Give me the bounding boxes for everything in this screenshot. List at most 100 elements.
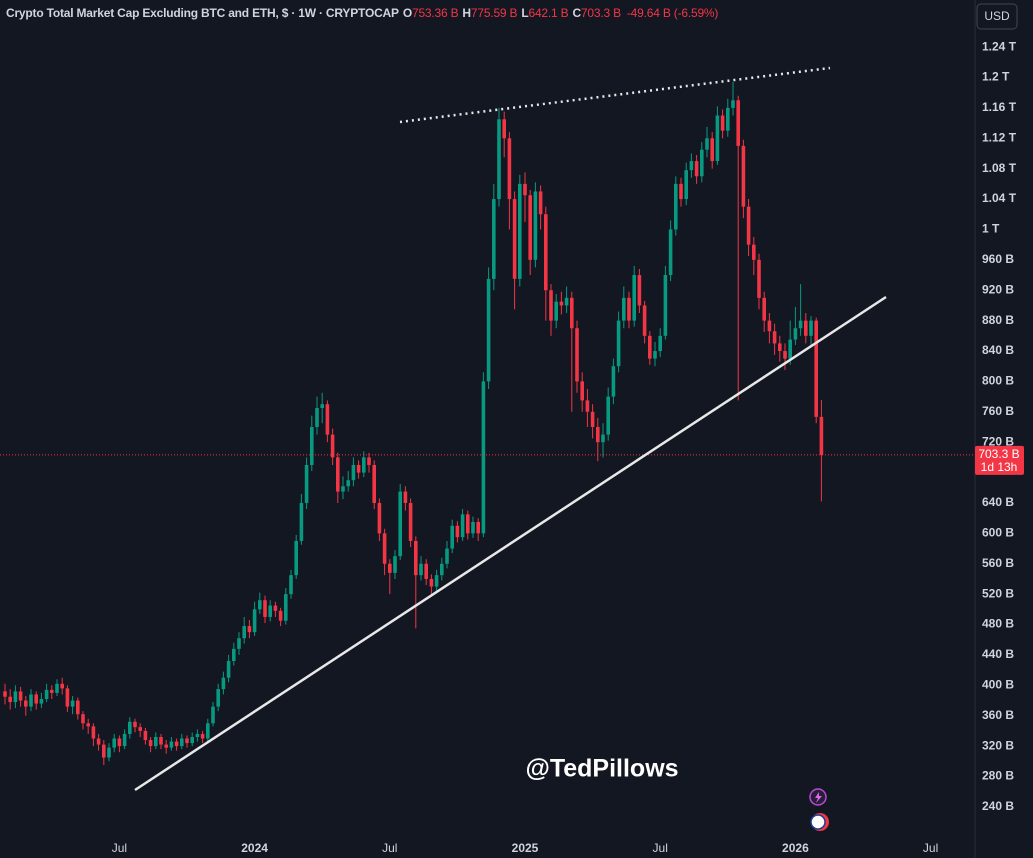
candle-body (174, 741, 179, 747)
candle-body (138, 727, 142, 731)
candle-body (65, 688, 70, 707)
price-tag-label: 703.3 B (978, 447, 1019, 461)
y-tick-label: 1.04 T (982, 191, 1017, 205)
candle-body (746, 206, 751, 245)
candle-body (393, 556, 397, 573)
candle-body (752, 244, 756, 260)
candle-body (476, 521, 480, 534)
candle-body (637, 275, 642, 306)
candle-body (237, 638, 241, 649)
candle-body (611, 366, 616, 397)
candle-body (29, 694, 33, 707)
candle-body (122, 733, 127, 747)
ohlc-key: C (572, 6, 581, 20)
candle-body (460, 514, 465, 538)
y-tick-label: 440 B (982, 647, 1014, 661)
y-tick-label: 1.24 T (982, 39, 1017, 53)
candle-body (3, 691, 7, 697)
candle-body (190, 736, 194, 744)
candle-body (278, 610, 283, 621)
candle-body (44, 689, 49, 699)
currency-label: USD (984, 9, 1010, 23)
candle-body (455, 525, 460, 538)
candle-body (96, 738, 101, 745)
y-tick-label: 760 B (982, 404, 1014, 418)
candle-body (585, 400, 590, 412)
candle-body (679, 183, 683, 200)
candle-body (50, 689, 54, 693)
candle-body (117, 738, 122, 747)
change: -49.64 B (-6.59%) (626, 6, 719, 20)
candle-body (76, 700, 80, 715)
candle-body (320, 404, 324, 409)
candle-body (705, 138, 709, 150)
candle-body (341, 486, 345, 492)
candle-body (185, 738, 189, 744)
ohlc-value: 703.3 B (580, 6, 621, 20)
candle-body (518, 183, 522, 279)
candle-body (356, 464, 361, 473)
candle-body (694, 161, 699, 177)
y-tick-label: 960 B (982, 252, 1014, 266)
candle-body (767, 320, 772, 332)
y-tick-label: 640 B (982, 495, 1014, 509)
candle-body (710, 138, 714, 162)
symbol-title: Crypto Total Market Cap Excluding BTC an… (6, 6, 399, 20)
x-tick-label: 2024 (241, 841, 268, 855)
candle-body (107, 747, 111, 758)
candle-body (86, 723, 90, 727)
candle-body (294, 540, 298, 576)
candle-body (382, 533, 387, 564)
candle-body (632, 275, 636, 321)
candle-body (289, 575, 293, 595)
candle-body (398, 491, 402, 557)
ohlc-key: H (462, 6, 471, 20)
candle-body (13, 691, 18, 703)
candle-body (159, 736, 163, 745)
candle-body (143, 730, 148, 741)
candle-body (367, 457, 371, 465)
candle-body (627, 297, 631, 321)
candle-body (559, 301, 564, 306)
candle-body (299, 502, 304, 541)
candle-body (284, 594, 288, 621)
currency-button[interactable] (976, 3, 1018, 30)
candle-body (102, 744, 106, 758)
x-tick-label: Jul (382, 841, 397, 855)
candle-body (720, 115, 725, 131)
candle-body (668, 229, 673, 276)
candle-body (481, 381, 486, 534)
candle-body (497, 119, 501, 200)
candle-body (689, 161, 694, 171)
x-tick-label: Jul (923, 841, 938, 855)
candle-body (372, 464, 376, 503)
y-tick-label: 840 B (982, 343, 1014, 357)
candle-body (310, 426, 314, 465)
candle-body (663, 275, 668, 336)
candle-body (606, 396, 610, 435)
candle-body (440, 563, 444, 576)
candle-body (726, 107, 730, 131)
y-tick-label: 240 B (982, 799, 1014, 813)
y-tick-label: 880 B (982, 313, 1014, 327)
y-tick-label: 360 B (982, 708, 1014, 722)
candle-body (590, 411, 595, 427)
candle-body (325, 404, 330, 435)
candle-body (263, 600, 267, 617)
candle-body (507, 138, 512, 200)
candle-body (377, 502, 382, 534)
candle-body (216, 689, 220, 707)
ohlc-value: 753.36 B (411, 6, 459, 20)
candle-body (336, 457, 340, 492)
candle-body (819, 416, 824, 455)
candle-body (731, 100, 735, 108)
ohlc-key: O (402, 6, 412, 20)
x-tick-label: Jul (653, 841, 668, 855)
ohlc-key: L (521, 6, 529, 20)
candle-body (164, 744, 168, 748)
candle-body (330, 434, 335, 458)
candle-body (200, 733, 205, 739)
ohlc-value: 642.1 B (528, 6, 569, 20)
y-tick-label: 1.08 T (982, 161, 1017, 175)
y-tick-label: 520 B (982, 586, 1014, 600)
